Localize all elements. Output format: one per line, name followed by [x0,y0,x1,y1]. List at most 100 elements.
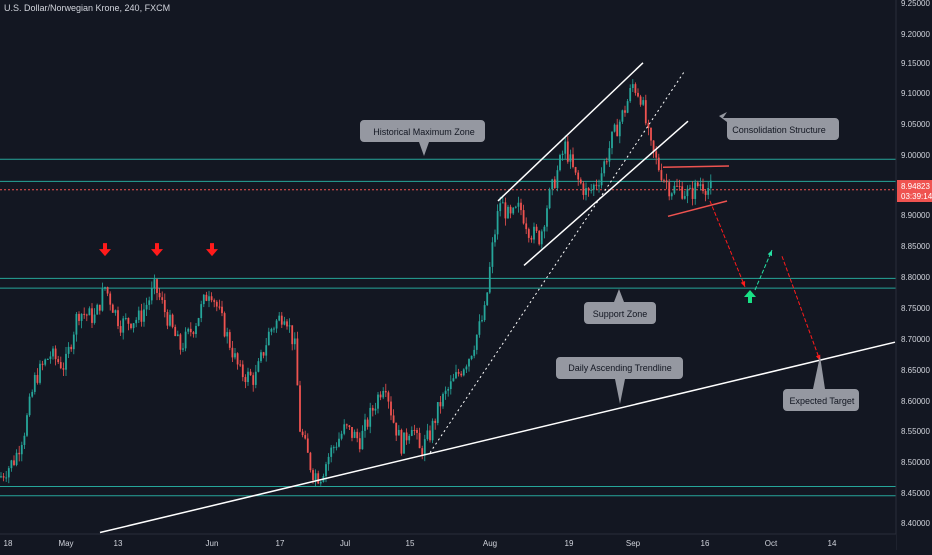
bull-candle [694,182,697,199]
price-tick: 9.00000 [901,151,930,160]
bull-candle [382,391,385,398]
callout-target[interactable]: Expected Target [783,356,859,411]
bear-candle [306,438,309,453]
time-label: Sep [626,539,641,548]
bear-candle [127,318,130,324]
bear-candle [13,460,15,465]
price-tick: 8.60000 [901,397,930,406]
bear-candle [504,202,507,219]
callout-support[interactable]: Support Zone [584,289,656,324]
bear-candle [91,308,93,323]
bull-candle [114,310,117,313]
bear-candle [158,292,161,298]
bear-candle [57,359,60,363]
red-down-arrow-icon [99,243,111,257]
time-label: 19 [565,539,574,548]
bull-candle [132,323,135,329]
plot-layer [0,62,896,534]
bear-candle [174,326,177,337]
bear-candle [156,279,158,293]
bear-candle [509,206,512,214]
bull-candle [507,206,509,219]
bear-candle [296,338,299,386]
bull-candle [361,430,364,450]
bear-candle [59,362,62,369]
callout-consolidation[interactable]: Consolidation Structure [719,112,839,140]
bear-candle [223,313,226,337]
countdown-timer: 03:39:14 [901,192,932,201]
bull-candle [20,444,23,455]
bull-candle [600,173,603,186]
bear-candle [520,202,522,211]
bull-candle [465,366,468,370]
bear-candle [249,371,252,376]
bull-candle [265,345,268,356]
bull-candle [101,288,104,311]
bull-candle [481,320,483,322]
bear-candle [119,326,122,333]
channel-lower-line [523,120,689,267]
bull-candle [569,154,572,162]
bear-candle [299,385,301,432]
bear-candle [140,310,143,322]
bear-candle [392,415,395,423]
time-label: May [58,539,73,548]
bull-candle [182,348,184,350]
bear-candle [371,407,374,411]
bull-candle [590,189,593,191]
bull-candle [689,187,691,189]
bull-candle [44,359,47,365]
bull-candle [592,184,595,190]
bear-candle [587,188,590,191]
price-axis[interactable]: 9.25000 9.20000 9.15000 9.10000 9.05000 … [895,0,932,550]
bull-candle [353,431,356,438]
bear-candle [262,352,265,356]
bull-candle [546,208,548,227]
bull-candle [143,309,145,322]
bull-candle [148,300,151,305]
price-tick: 9.05000 [901,120,930,129]
bear-candle [655,151,658,158]
bull-candle [598,185,600,187]
callout-trendline-label: Daily Ascending Trendline [568,363,672,373]
bull-candle [533,226,535,240]
bull-candle [374,408,377,411]
bull-candle [176,334,179,337]
time-label: Jun [206,539,219,548]
bull-candle [626,101,629,113]
bull-candle [327,456,330,465]
bull-candle [325,464,327,477]
bull-candle [15,452,18,465]
callout-historical-max[interactable]: Historical Maximum Zone [360,120,485,156]
consolidation-lower-line [667,200,728,218]
bear-candle [390,401,392,416]
bear-candle [704,191,707,195]
bull-candle [512,207,515,214]
projection-target-arrow [781,256,821,361]
bull-candle [369,407,372,427]
bull-candle [496,211,499,235]
bull-candle [202,294,205,305]
time-label: Jul [340,539,350,548]
bear-candle [644,100,647,124]
bull-candle [499,203,502,212]
bull-candle [145,304,148,310]
bull-candle [699,184,702,187]
bear-candle [236,353,239,365]
time-axis[interactable]: 18 May 13 Jun 17 Jul 15 Aug 19 Sep 16 Oc… [0,533,896,550]
daily-ascending-trendline [99,341,896,534]
price-tick: 8.50000 [901,458,930,467]
bull-candle [408,435,411,441]
bull-candle [153,279,156,289]
projection-bounce-arrow-head [767,250,772,257]
price-tick: 8.55000 [901,427,930,436]
bull-candle [618,121,621,137]
bull-candle [257,361,260,372]
bull-candle [452,378,455,382]
bear-candle [400,429,403,454]
bull-candle [96,304,99,315]
bear-candle [395,422,398,436]
bear-candle [171,314,174,327]
callout-trendline[interactable]: Daily Ascending Trendline [556,357,683,404]
